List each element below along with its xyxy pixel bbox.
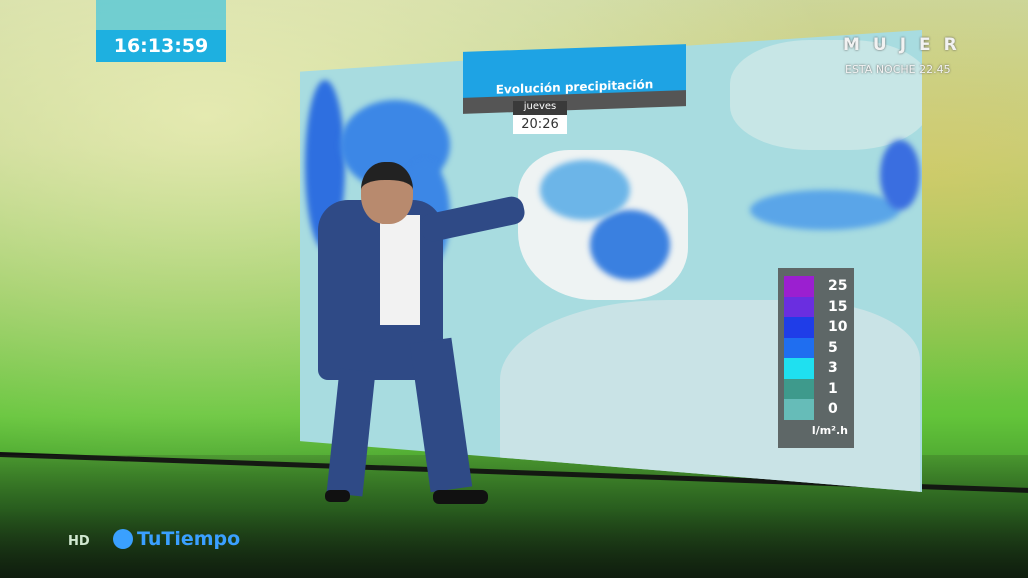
legend-swatch <box>784 276 814 297</box>
clock-tab <box>96 0 226 30</box>
hd-badge: HD <box>68 534 90 549</box>
legend-row: 0 <box>784 399 848 420</box>
legend-value: 5 <box>828 339 838 356</box>
legend-row: 1 <box>784 378 848 399</box>
map-day: jueves <box>513 101 567 115</box>
legend-row: 5 <box>784 337 848 358</box>
legend-value: 0 <box>828 401 838 418</box>
legend-value: 1 <box>828 380 838 397</box>
legend-row: 25 <box>784 276 848 297</box>
legend-swatch <box>784 337 814 358</box>
channel-name: TuTiempo <box>137 528 241 550</box>
channel-logo: TuTiempo <box>113 528 240 550</box>
map-time: 20:26 <box>513 115 567 134</box>
legend-value: 10 <box>828 319 848 336</box>
legend-row: 10 <box>784 317 848 338</box>
legend-unit: l/m².h <box>811 423 848 437</box>
precipitation-legend: 25 15 10 5 3 1 0 l/m².h <box>778 268 854 448</box>
antena3-icon <box>113 529 133 549</box>
legend-value: 15 <box>828 298 848 315</box>
legend-swatch <box>784 296 814 317</box>
promo-show: MUJER <box>843 35 970 55</box>
legend-swatch <box>784 378 814 399</box>
legend-swatch <box>784 358 814 379</box>
clock: 16:13:59 <box>96 30 226 62</box>
legend-swatch <box>784 317 814 338</box>
legend-value: 25 <box>828 278 848 295</box>
legend-row: 15 <box>784 296 848 317</box>
legend-swatch <box>784 399 814 420</box>
legend-value: 3 <box>828 360 838 377</box>
promo-schedule: ESTA NOCHE 22.45 <box>845 63 951 76</box>
legend-row: 3 <box>784 358 848 379</box>
